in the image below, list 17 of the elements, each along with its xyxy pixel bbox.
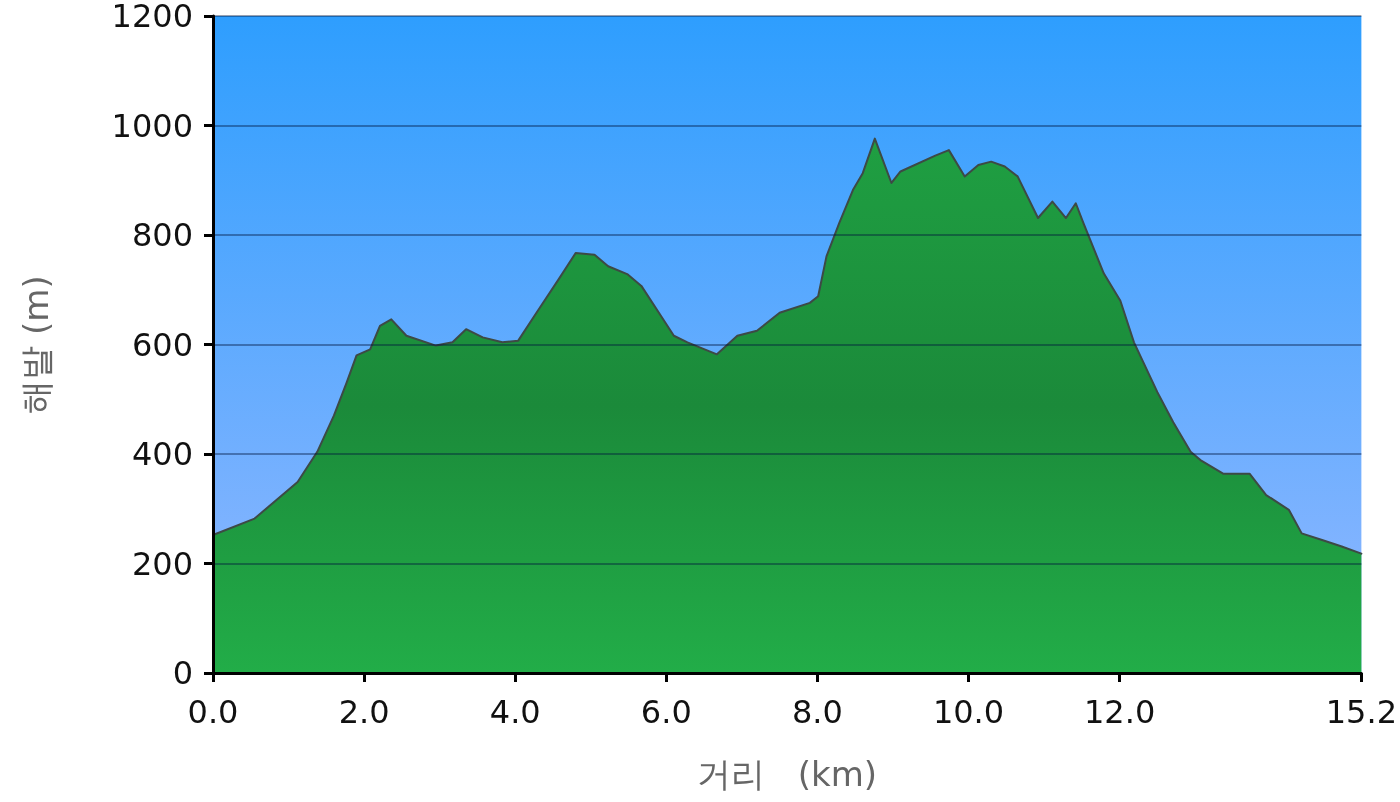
x-tick-label: 15.2	[1325, 693, 1397, 731]
x-tick-label: 2.0	[338, 693, 390, 731]
x-tick-label: 0.0	[187, 693, 239, 731]
x-tick-label: 8.0	[791, 693, 843, 731]
x-tick-label: 12.0	[1083, 693, 1156, 731]
y-tick-label: 1200	[111, 0, 193, 35]
y-tick-label: 400	[131, 435, 193, 473]
y-tick-label: 1000	[111, 106, 193, 145]
y-tick-label: 800	[131, 216, 193, 254]
y-tick-label: 200	[131, 544, 193, 583]
y-tick-label: 600	[131, 325, 193, 364]
x-tick-label: 6.0	[640, 693, 692, 731]
y-axis-title: 해발 (m)	[16, 275, 56, 414]
x-tick-label: 4.0	[489, 693, 541, 731]
x-tick-label: 10.0	[932, 693, 1005, 731]
x-axis-title: 거리 (km)	[697, 754, 878, 794]
y-tick-label: 0	[172, 654, 193, 692]
